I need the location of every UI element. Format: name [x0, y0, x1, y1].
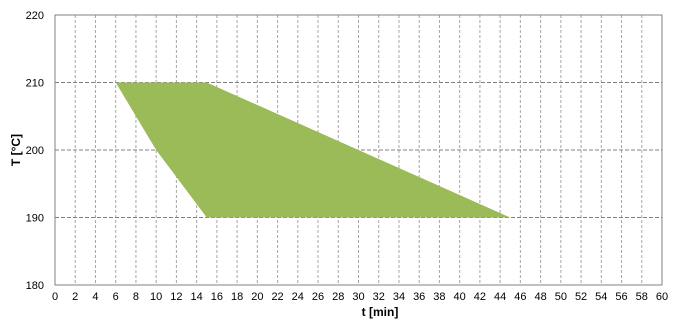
- x-tick-label: 60: [656, 291, 668, 303]
- x-tick-label: 46: [514, 291, 526, 303]
- x-axis-title: t [min]: [362, 305, 399, 319]
- x-tick-label: 42: [474, 291, 486, 303]
- x-tick-label: 26: [312, 291, 324, 303]
- x-axis-tick-labels: 0 2 4 6 8 10 12 14 16 18 20 22 24 26 28 30 32 34 36 38 40 42 4…: [52, 291, 668, 303]
- x-tick-label: 50: [555, 291, 567, 303]
- x-tick-label: 56: [615, 291, 627, 303]
- x-tick-label: 30: [352, 291, 364, 303]
- process-window-area: [115, 82, 511, 218]
- y-tick-label: 210: [26, 78, 44, 90]
- y-tick-label: 180: [26, 280, 44, 292]
- x-tick-label: 14: [191, 291, 203, 303]
- y-tick-label: 220: [26, 10, 44, 22]
- x-tick-label: 6: [113, 291, 119, 303]
- x-tick-label: 2: [72, 291, 78, 303]
- x-tick-label: 0: [52, 291, 58, 303]
- x-tick-label: 32: [373, 291, 385, 303]
- x-tick-label: 34: [393, 291, 405, 303]
- x-tick-label: 12: [170, 291, 182, 303]
- y-tick-label: 200: [26, 145, 44, 157]
- y-axis-title: T [°C]: [9, 134, 23, 166]
- x-tick-label: 36: [413, 291, 425, 303]
- x-tick-label: 4: [92, 291, 98, 303]
- x-tick-label: 52: [575, 291, 587, 303]
- x-tick-label: 58: [636, 291, 648, 303]
- x-tick-label: 10: [150, 291, 162, 303]
- x-tick-label: 38: [433, 291, 445, 303]
- x-tick-label: 16: [211, 291, 223, 303]
- x-tick-label: 28: [332, 291, 344, 303]
- y-tick-label: 190: [26, 213, 44, 225]
- y-axis-tick-labels: 180 190 200 210 220: [26, 10, 44, 292]
- area-region: [115, 82, 511, 218]
- x-tick-label: 8: [133, 291, 139, 303]
- x-tick-label: 18: [231, 291, 243, 303]
- x-tick-label: 54: [595, 291, 607, 303]
- x-tick-label: 48: [534, 291, 546, 303]
- x-tick-label: 22: [271, 291, 283, 303]
- plot-area-border: [54, 14, 663, 286]
- x-tick-label: 24: [292, 291, 304, 303]
- x-tick-label: 20: [251, 291, 263, 303]
- x-tick-label: 40: [454, 291, 466, 303]
- x-tick-label: 44: [494, 291, 506, 303]
